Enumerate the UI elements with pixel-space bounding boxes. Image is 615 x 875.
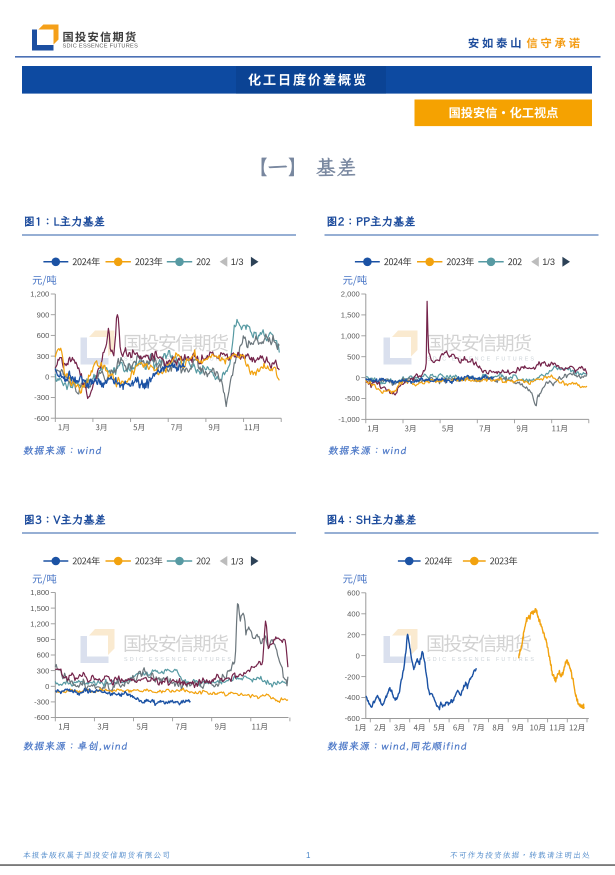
- svg-text:SDIC ESSENCE FUTURES: SDIC ESSENCE FUTURES: [63, 44, 139, 50]
- svg-text:-1,000: -1,000: [338, 415, 360, 424]
- svg-text:200: 200: [347, 630, 360, 639]
- svg-text:0: 0: [356, 373, 360, 382]
- svg-text:1,200: 1,200: [30, 290, 49, 299]
- svg-text:1/3: 1/3: [231, 556, 244, 566]
- svg-text:300: 300: [37, 666, 50, 675]
- svg-text:1,200: 1,200: [30, 620, 49, 629]
- svg-text:-600: -600: [345, 714, 360, 723]
- svg-text:SDIC ESSENCE FUTURES: SDIC ESSENCE FUTURES: [427, 357, 536, 363]
- svg-text:1/3: 1/3: [542, 257, 555, 267]
- svg-text:-500: -500: [345, 394, 360, 403]
- svg-text:2,000: 2,000: [341, 290, 360, 299]
- svg-text:0: 0: [356, 651, 360, 660]
- svg-text:600: 600: [37, 651, 50, 660]
- svg-text:0: 0: [45, 682, 49, 691]
- svg-text:1,000: 1,000: [341, 332, 360, 341]
- svg-text:1,500: 1,500: [30, 604, 49, 613]
- svg-text:1: 1: [306, 851, 311, 860]
- svg-text:1,800: 1,800: [30, 588, 49, 597]
- svg-text:600: 600: [37, 331, 50, 340]
- svg-text:300: 300: [37, 352, 50, 361]
- svg-text:0: 0: [45, 373, 49, 382]
- svg-text:400: 400: [347, 610, 360, 619]
- svg-text:900: 900: [37, 635, 50, 644]
- svg-text:1,500: 1,500: [341, 311, 360, 320]
- svg-text:900: 900: [37, 310, 50, 319]
- svg-text:-600: -600: [34, 713, 49, 722]
- svg-text:-400: -400: [345, 693, 360, 702]
- svg-text:1/3: 1/3: [231, 257, 244, 267]
- svg-text:SDIC ESSENCE FUTURES: SDIC ESSENCE FUTURES: [427, 657, 536, 663]
- svg-text:-600: -600: [34, 414, 49, 423]
- svg-text:500: 500: [347, 352, 360, 361]
- svg-text:-300: -300: [34, 393, 49, 402]
- svg-text:-200: -200: [345, 672, 360, 681]
- svg-text:-300: -300: [34, 698, 49, 707]
- svg-text:SDIC ESSENCE FUTURES: SDIC ESSENCE FUTURES: [124, 657, 233, 663]
- svg-text:600: 600: [347, 589, 360, 598]
